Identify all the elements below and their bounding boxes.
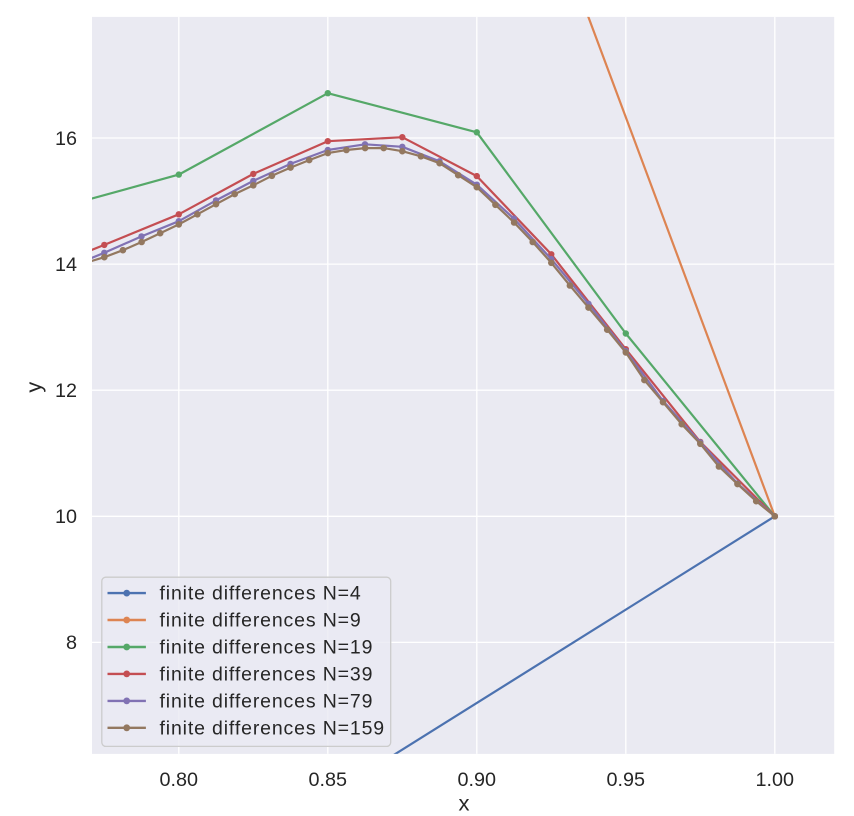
svg-text:x: x — [459, 792, 470, 816]
svg-text:finite differences N=19: finite differences N=19 — [160, 637, 374, 659]
svg-text:finite differences N=4: finite differences N=4 — [160, 583, 362, 605]
svg-text:y: y — [22, 382, 46, 393]
svg-text:finite differences N=9: finite differences N=9 — [160, 610, 362, 632]
svg-text:0.95: 0.95 — [607, 769, 646, 791]
svg-text:0.90: 0.90 — [458, 769, 497, 791]
svg-text:1.00: 1.00 — [756, 769, 795, 791]
svg-text:12: 12 — [55, 380, 77, 402]
svg-text:14: 14 — [55, 254, 77, 276]
svg-text:finite differences N=79: finite differences N=79 — [160, 691, 374, 713]
svg-text:16: 16 — [55, 128, 77, 150]
svg-text:10: 10 — [55, 506, 77, 528]
svg-text:finite differences N=159: finite differences N=159 — [160, 717, 385, 739]
svg-text:0.80: 0.80 — [160, 769, 199, 791]
svg-text:8: 8 — [66, 632, 77, 654]
svg-text:finite differences N=39: finite differences N=39 — [160, 664, 374, 686]
svg-text:0.85: 0.85 — [309, 769, 348, 791]
